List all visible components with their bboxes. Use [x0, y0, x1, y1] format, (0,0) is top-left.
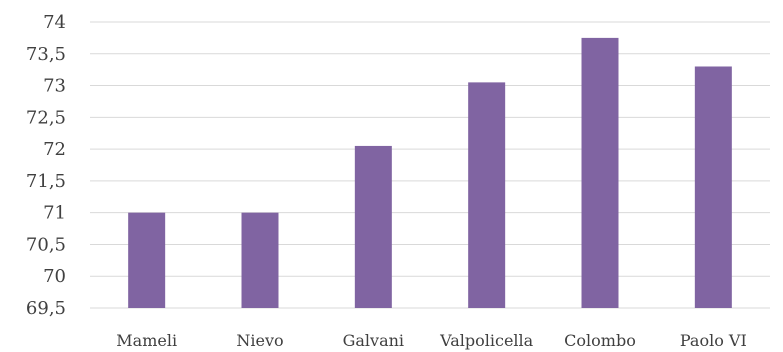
bar-nievo — [241, 212, 279, 308]
gridlines — [90, 21, 770, 309]
y-tick-label: 73 — [43, 76, 66, 97]
y-tick-label: 72,5 — [26, 107, 66, 128]
x-category-label: Galvani — [343, 331, 404, 350]
bars — [128, 37, 732, 309]
y-tick-label: 70,5 — [26, 234, 66, 255]
bar-colombo — [581, 37, 619, 309]
y-tick-label: 71 — [43, 203, 66, 224]
y-tick-label: 71,5 — [26, 171, 66, 192]
x-category-label: Colombo — [564, 331, 636, 350]
y-tick-label: 73,5 — [26, 44, 66, 65]
bar-mameli — [128, 212, 166, 308]
x-category-label: Nievo — [236, 331, 283, 350]
y-tick-label: 69,5 — [26, 298, 66, 319]
x-category-label: Valpolicella — [439, 331, 534, 350]
bar-galvani — [354, 145, 392, 308]
bar-valpolicella — [468, 82, 506, 308]
x-category-label: Mameli — [116, 331, 177, 350]
y-axis-tick-labels: 69,5 70 70,5 71 71,5 72 72,5 73 73,5 74 — [26, 12, 66, 319]
bar-paolo-vi — [694, 66, 732, 308]
x-axis-category-labels: Mameli Nievo Galvani Valpolicella Colombo Pao… — [116, 331, 747, 350]
y-tick-label: 74 — [43, 12, 66, 33]
x-category-label: Paolo VI — [680, 331, 747, 350]
y-tick-label: 72 — [43, 139, 66, 160]
y-tick-label: 70 — [43, 266, 66, 287]
